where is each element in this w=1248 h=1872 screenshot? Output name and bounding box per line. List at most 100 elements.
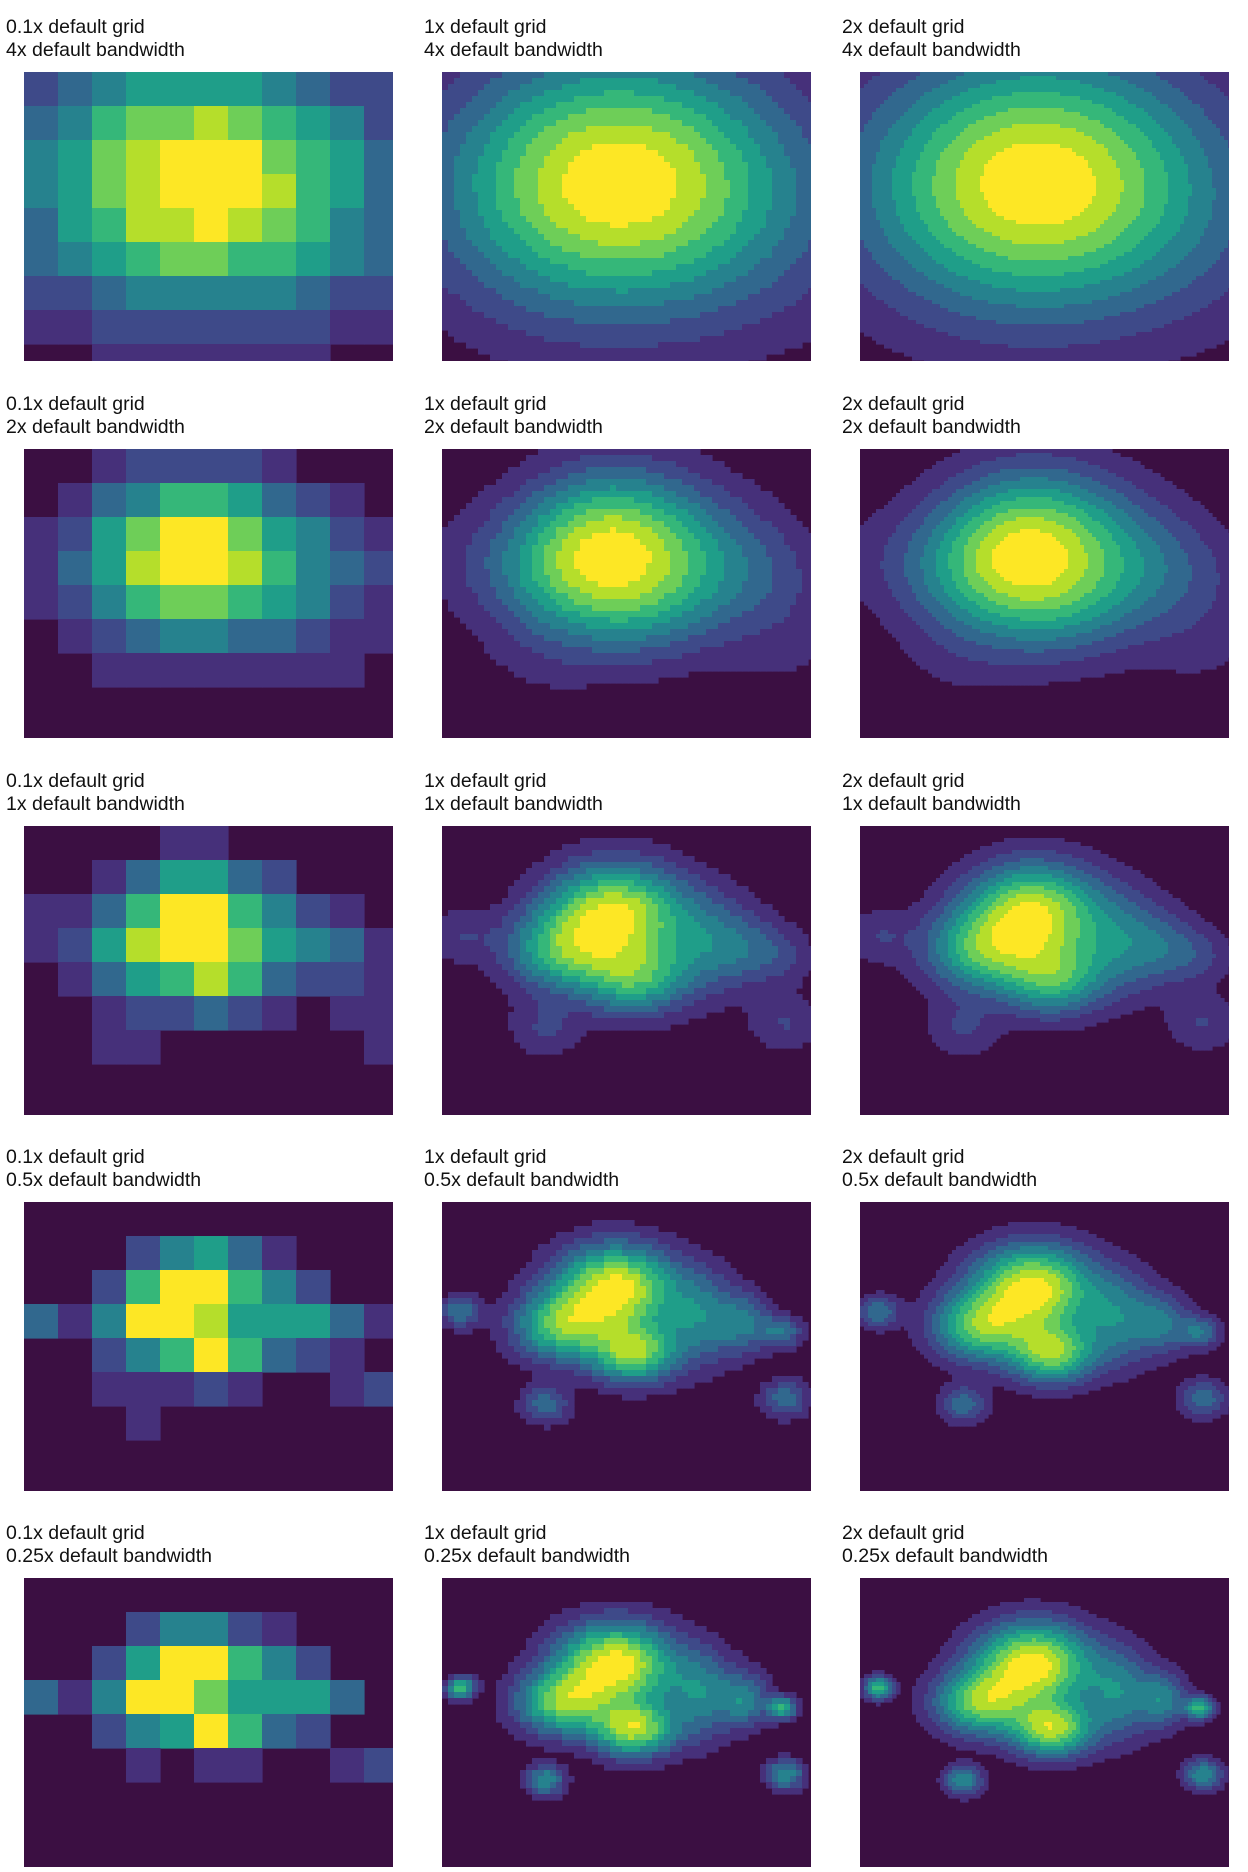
contour-cell (58, 72, 93, 107)
contour-cell (778, 228, 785, 235)
contour-cell (724, 264, 731, 271)
contour-cell (706, 228, 713, 235)
contour-cell (544, 330, 551, 337)
contour-cell (592, 78, 599, 85)
contour-cell (598, 330, 605, 337)
contour-cell (1076, 148, 1081, 153)
contour-cell (586, 354, 593, 361)
contour-cell (562, 186, 569, 193)
contour-cell (802, 90, 809, 97)
contour-cell (676, 228, 683, 235)
contour-cell (700, 288, 707, 295)
contour-cell (562, 174, 569, 181)
contour-cell (888, 132, 893, 137)
contour-cell (652, 324, 659, 331)
contour-cell (864, 100, 869, 105)
contour-cell (956, 72, 961, 77)
contour-cell (988, 100, 993, 105)
contour-cell (676, 78, 683, 85)
contour-cell (1144, 132, 1149, 137)
contour-cell (860, 96, 865, 101)
contour-cell (766, 300, 773, 307)
contour-cell (1112, 84, 1117, 89)
contour-cell (730, 126, 737, 133)
contour-cell (682, 102, 689, 109)
contour-cell (658, 234, 665, 241)
contour-cell (802, 234, 809, 241)
contour-cell (580, 198, 587, 205)
contour-cell (790, 150, 797, 157)
contour-cell (932, 148, 937, 153)
contour-cell (892, 132, 897, 137)
contour-cell (980, 140, 985, 145)
contour-cell (1208, 112, 1213, 117)
contour-cell (968, 100, 973, 105)
contour-cell (884, 120, 889, 125)
contour-cell (664, 204, 671, 211)
contour-cell (460, 132, 467, 139)
contour-cell (496, 174, 503, 181)
contour-cell (1024, 72, 1029, 77)
contour-cell (1200, 108, 1205, 113)
contour-cell (610, 186, 617, 193)
contour-cell (604, 180, 611, 187)
contour-cell (616, 78, 623, 85)
contour-cell (864, 108, 869, 113)
contour-cell (640, 354, 647, 361)
contour-cell (598, 174, 605, 181)
contour-cell (622, 222, 629, 229)
contour-cell (1024, 100, 1029, 105)
contour-cell (784, 204, 791, 211)
contour-cell (992, 104, 997, 109)
contour-cell (508, 90, 515, 97)
contour-cell (592, 96, 599, 103)
contour-cell (646, 144, 653, 151)
contour-cell (796, 252, 803, 259)
contour-cell (944, 84, 949, 89)
contour-cell (520, 246, 527, 253)
contour-cell (484, 204, 491, 211)
contour-cell (496, 72, 503, 79)
contour-cell (928, 136, 933, 141)
contour-cell (1104, 88, 1109, 93)
contour-cell (670, 324, 677, 331)
contour-cell (1048, 92, 1053, 97)
contour-cell (1216, 140, 1221, 145)
contour-cell (490, 240, 497, 247)
contour-cell (992, 116, 997, 121)
contour-cell (948, 144, 953, 149)
contour-cell (262, 174, 297, 209)
contour-cell (160, 242, 195, 277)
contour-cell (532, 108, 539, 115)
contour-cell (1008, 132, 1013, 137)
contour-cell (1088, 144, 1093, 149)
contour-cell (892, 104, 897, 109)
contour-cell (724, 270, 731, 277)
contour-cell (556, 252, 563, 259)
contour-cell (532, 168, 539, 175)
contour-cell (1048, 84, 1053, 89)
contour-cell (694, 330, 701, 337)
contour-cell (1168, 76, 1173, 81)
contour-cell (538, 102, 545, 109)
contour-cell (640, 198, 647, 205)
contour-cell (802, 114, 809, 121)
contour-cell (940, 116, 945, 121)
contour-cell (604, 294, 611, 301)
contour-cell (1116, 124, 1121, 129)
contour-cell (876, 80, 881, 85)
contour-cell (532, 186, 539, 193)
contour-cell (646, 342, 653, 349)
contour-cell (908, 108, 913, 113)
contour-cell (694, 306, 701, 313)
contour-cell (496, 282, 503, 289)
contour-cell (1148, 120, 1153, 125)
contour-cell (964, 140, 969, 145)
contour-cell (1004, 80, 1009, 85)
contour-cell (718, 192, 725, 199)
contour-cell (1064, 108, 1069, 113)
contour-cell (706, 282, 713, 289)
contour-cell (490, 78, 497, 85)
contour-cell (802, 138, 809, 145)
contour-cell (1216, 144, 1221, 149)
